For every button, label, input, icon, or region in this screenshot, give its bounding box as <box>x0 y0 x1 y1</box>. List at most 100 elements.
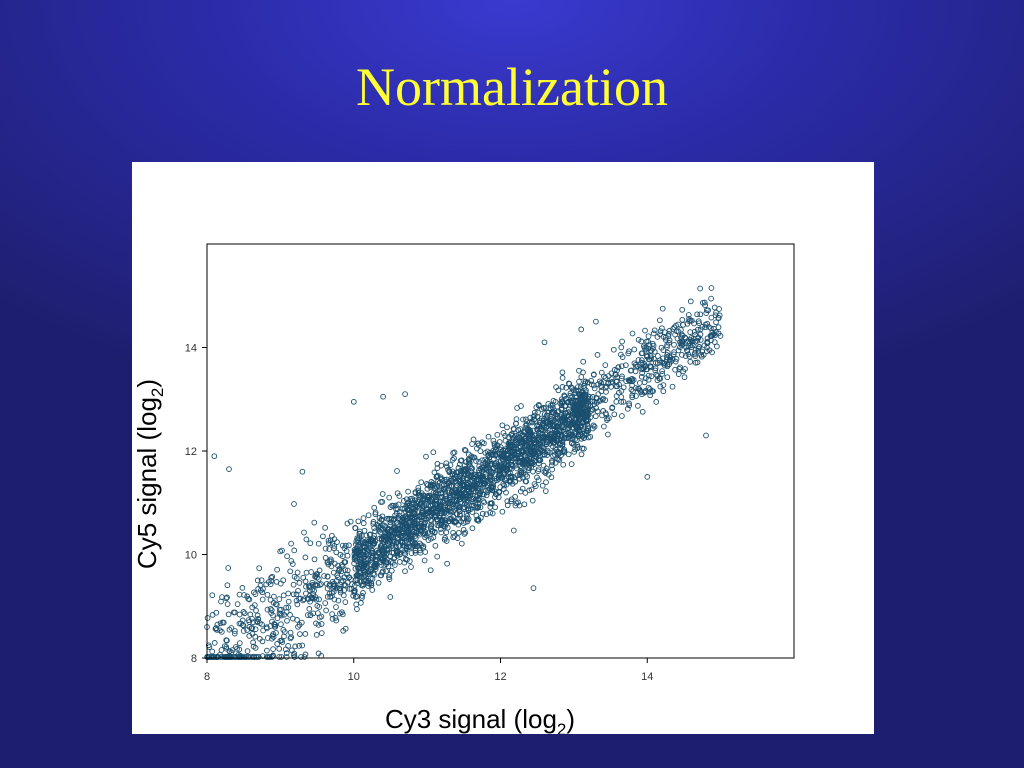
data-point <box>555 451 562 458</box>
data-point <box>351 547 358 553</box>
data-point <box>466 461 472 468</box>
data-point <box>316 614 323 621</box>
data-point <box>603 411 609 418</box>
data-point <box>583 427 590 434</box>
data-point <box>422 516 429 523</box>
data-point <box>322 524 328 531</box>
data-point <box>250 619 256 626</box>
data-point <box>451 455 457 462</box>
x-tick-label: 10 <box>348 671 360 683</box>
data-point <box>465 516 472 522</box>
data-point <box>362 556 369 562</box>
data-point <box>578 411 585 417</box>
data-point <box>300 574 307 581</box>
data-point <box>354 580 361 587</box>
data-point <box>536 457 542 464</box>
data-point <box>602 375 609 381</box>
data-point <box>569 436 576 443</box>
data-point <box>659 371 666 377</box>
data-point <box>274 566 280 573</box>
data-point <box>360 590 366 596</box>
data-point <box>538 426 545 433</box>
data-point <box>606 415 612 421</box>
data-point <box>341 587 347 594</box>
data-point <box>701 342 708 349</box>
data-point <box>590 382 597 389</box>
data-point <box>306 593 313 599</box>
data-point <box>434 553 441 560</box>
data-point <box>283 604 289 611</box>
data-point <box>677 344 683 351</box>
data-point <box>426 493 433 500</box>
data-point <box>576 378 582 385</box>
data-point <box>223 645 230 652</box>
data-point <box>543 441 550 447</box>
data-point <box>610 346 617 353</box>
data-point <box>676 365 683 372</box>
data-point <box>559 442 566 449</box>
data-point <box>264 635 271 641</box>
data-point <box>249 631 256 637</box>
data-point <box>412 489 419 495</box>
data-point <box>318 581 324 587</box>
data-point <box>335 597 342 604</box>
data-point <box>236 646 243 653</box>
data-point <box>411 518 418 525</box>
data-point <box>590 425 596 432</box>
data-point <box>562 403 569 409</box>
data-point <box>403 529 409 536</box>
data-point <box>716 312 723 319</box>
data-point <box>618 394 625 400</box>
data-point <box>636 380 643 386</box>
data-point <box>342 542 349 549</box>
data-points <box>204 285 724 660</box>
data-point <box>588 377 594 384</box>
data-point <box>308 569 314 575</box>
y-axis-title-subscript: 2 <box>148 388 167 397</box>
data-point <box>624 406 631 412</box>
data-point <box>377 572 384 579</box>
data-point <box>578 451 585 458</box>
data-point <box>713 309 719 316</box>
data-point <box>605 379 612 386</box>
data-point <box>540 404 547 411</box>
data-point <box>543 424 550 431</box>
y-tick-label: 14 <box>185 343 197 355</box>
data-point <box>513 420 519 427</box>
data-point <box>651 327 658 334</box>
data-point <box>365 512 372 519</box>
data-point <box>705 307 711 314</box>
data-point <box>402 568 408 575</box>
data-point <box>535 401 542 408</box>
data-point <box>394 490 401 497</box>
data-point <box>657 383 664 390</box>
data-point <box>240 628 247 634</box>
data-point <box>594 399 600 406</box>
data-point <box>483 473 490 480</box>
data-point <box>523 421 530 428</box>
data-point <box>448 488 455 495</box>
data-point <box>535 409 541 416</box>
data-point <box>600 408 607 414</box>
data-point <box>444 463 450 470</box>
data-point <box>479 491 486 498</box>
data-point <box>656 375 663 382</box>
data-point <box>370 519 377 525</box>
data-point <box>332 615 339 621</box>
data-point <box>473 458 479 464</box>
data-point <box>595 391 602 397</box>
data-point <box>267 596 274 603</box>
data-point <box>663 356 670 363</box>
data-point <box>591 385 598 392</box>
data-point <box>445 480 451 486</box>
data-point <box>355 572 362 579</box>
data-point <box>369 559 376 566</box>
data-point <box>283 650 290 657</box>
data-point <box>565 409 571 416</box>
data-point <box>291 501 297 507</box>
data-point <box>638 338 645 345</box>
data-point <box>451 472 458 478</box>
data-point <box>580 358 587 365</box>
data-point <box>274 615 281 622</box>
data-point <box>302 651 309 658</box>
